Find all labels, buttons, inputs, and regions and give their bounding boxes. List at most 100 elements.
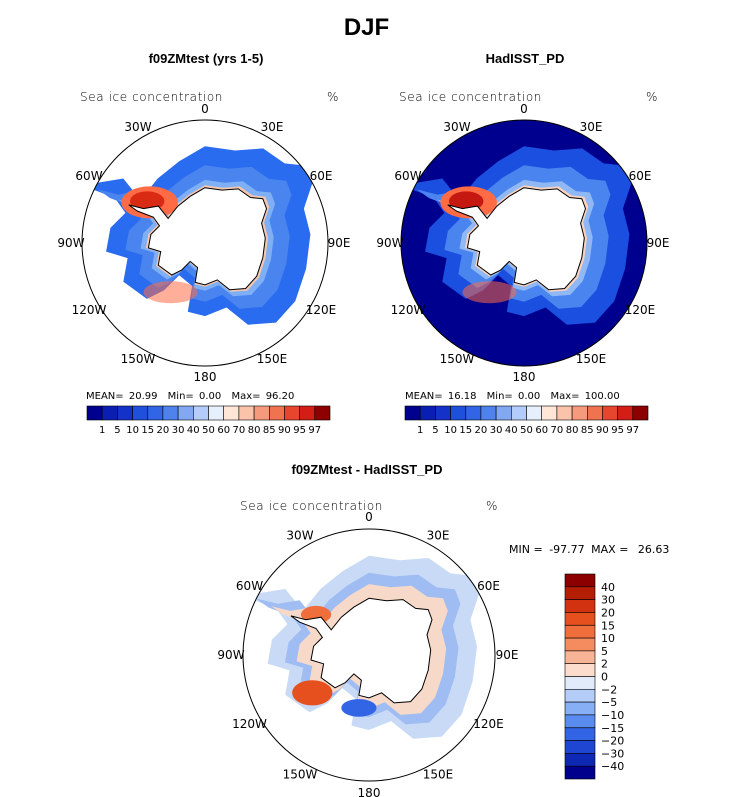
panel-3-title: f09ZMtest - HadISST_PD [291,462,443,477]
colorbar-tick-label: −30 [601,747,624,760]
longitude-label: 30E [427,529,450,543]
colorbar-box [564,624,596,639]
colorbar-tick-label: 80 [248,425,261,436]
colorbar-tick-label: 70 [233,425,246,436]
colorbar-box [404,405,421,421]
colorbar-tick-label: 20 [475,425,488,436]
longitude-label: 30W [286,529,313,543]
colorbar-tick-label: 30 [601,594,615,607]
panel-2-units: % [646,90,659,104]
longitude-label: 120W [391,303,426,317]
colorbar-box [617,405,634,421]
colorbar-tick-label: 40 [601,581,615,594]
colorbar-box [86,405,103,421]
max-label: MAX = [591,543,629,556]
panel-1-title: f09ZMtest (yrs 1-5) [148,51,264,66]
longitude-label: 120E [625,303,656,317]
colorbar-tick-label: 1 [99,425,105,436]
longitude-label: 150W [440,352,475,366]
page-title: DJF [343,14,390,41]
map-panel-3: 0 30E 60E 90E 120E 150E 180 150W 120W 90W 60W 30W [217,510,518,797]
colorbar-box [435,405,451,421]
colorbar-box [253,405,270,421]
longitude-label: 60E [310,169,333,183]
colorbar-box [564,765,596,780]
colorbar-box [564,599,596,613]
longitude-label: 120E [306,303,337,317]
colorbar-tick-label: 60 [535,425,548,436]
panel-1-variable: Sea ice concentration [80,90,224,104]
diff-positive-region [292,680,333,706]
colorbar-box [419,405,436,421]
colorbar-tick-label: 10 [126,425,139,436]
mean-value: 20.99 [128,391,158,402]
colorbar-tick-label: −10 [601,709,624,722]
panel-3-variable: Sea ice concentration [240,499,384,513]
panel-3-units: % [486,499,499,513]
colorbar-tick-label: −5 [601,696,617,709]
map-panel-2: 0 30E 60E 90E 120E 150E 180 150W 120W 90W 60W 30W [376,102,669,384]
ross-sea-ice [462,281,517,304]
colorbar-panel-2: 1 5 10 15 20 30 40 50 60 70 80 85 90 95 97 [404,405,649,436]
colorbar-tick-label: 5 [114,425,120,436]
longitude-label: 90W [376,236,403,250]
min-label: Min= [167,391,194,402]
colorbar-tick-label: −20 [601,735,624,748]
colorbar-tick-label: 1 [417,425,423,436]
colorbar-tick-label: 50 [202,425,215,436]
longitude-label: 150E [423,768,454,782]
longitude-label: 180 [194,370,217,384]
map-panel-1: 0 30E 60E 90E 120E 150E 180 150W 120W 90W 60W 30W [57,102,350,384]
max-value: 96.20 [265,391,295,402]
longitude-label: 0 [520,102,528,116]
min-value: -97.77 [549,543,585,556]
colorbar-tick-label: 90 [596,425,609,436]
longitude-label: 60W [394,169,421,183]
colorbar-tick-label: 10 [601,632,615,645]
longitude-label: 0 [365,510,373,524]
colorbar-tick-label: 10 [444,425,457,436]
longitude-label: 150E [257,352,288,366]
longitude-label: 30W [124,120,151,134]
colorbar-box [586,405,603,421]
longitude-label: 30E [261,120,284,134]
longitude-label: 180 [358,786,381,797]
colorbar-box [299,405,316,421]
map-boundary [242,528,496,782]
colorbar-box [632,405,649,421]
colorbar-box [132,405,149,421]
colorbar-tick-label: 5 [432,425,438,436]
map-boundary [400,119,648,367]
max-label: Max= [550,391,580,402]
antarctica-coastline [290,597,433,704]
colorbar-box [162,405,179,421]
longitude-label: 150W [121,352,156,366]
colorbar-box [238,405,255,421]
longitude-label: 30W [443,120,470,134]
max-value: 100.00 [584,391,620,402]
longitude-label: 90E [647,236,670,250]
colorbar-box [177,405,194,421]
colorbar-tick-label: 97 [626,425,639,436]
colorbar-tick-label: 40 [187,425,200,436]
colorbar-box [602,405,618,421]
longitude-label: 90W [217,648,244,662]
colorbar-box [268,405,285,421]
longitude-label: 150E [576,352,607,366]
colorbar-tick-label: 30 [172,425,185,436]
longitude-label: 90E [328,236,351,250]
longitude-label: 120E [473,717,504,731]
colorbar-tick-label: 85 [263,425,276,436]
antarctica-coastline [447,187,587,291]
min-value: 0.00 [517,391,541,402]
colorbar-tick-label: 30 [490,425,503,436]
diff-negative-region [341,699,377,717]
panel-2-title: HadISST_PD [485,51,565,66]
colorbar-box [450,405,467,421]
colorbar-tick-label: 15 [141,425,154,436]
colorbar-box [541,405,558,421]
min-label: Min= [486,391,513,402]
longitude-label: 60W [236,579,263,593]
